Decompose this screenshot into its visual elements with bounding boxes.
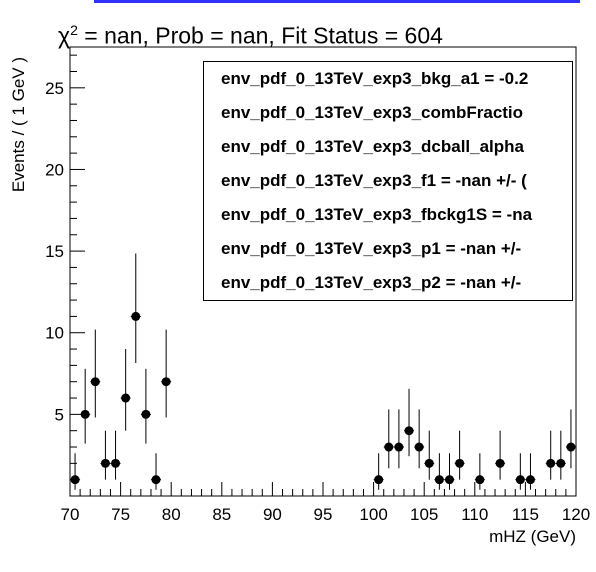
x-tick-label: 115: [512, 505, 539, 524]
data-points: [70, 253, 576, 490]
y-tick-label: 25: [45, 79, 64, 98]
data-point: [70, 453, 81, 490]
y-tick-label: 10: [45, 324, 64, 343]
y-tick-label: 20: [45, 160, 64, 179]
data-point: [161, 329, 172, 418]
param-line-p1: env_pdf_0_13TeV_exp3_p1 = -nan +/-: [221, 239, 522, 258]
y-axis-label: Events / ( 1 GeV ): [9, 57, 28, 192]
data-point: [80, 368, 91, 444]
param-line-dcball-alpha: env_pdf_0_13TeV_exp3_dcball_alpha: [221, 137, 525, 156]
x-tick-label: 110: [461, 505, 488, 524]
data-marker: [515, 475, 525, 485]
x-axis-label: mHZ (GeV): [489, 527, 576, 546]
data-point: [383, 409, 394, 469]
data-point: [474, 453, 485, 490]
data-point: [525, 453, 536, 490]
axis-ticks: [69, 54, 577, 496]
data-marker: [546, 458, 556, 468]
param-line-f1: env_pdf_0_13TeV_exp3_f1 = -nan +/- (: [221, 171, 527, 190]
data-marker: [111, 458, 121, 468]
data-point: [424, 430, 435, 480]
data-marker: [100, 458, 110, 468]
data-marker: [384, 442, 394, 452]
data-marker: [80, 409, 90, 419]
data-point: [565, 409, 576, 469]
param-line-combfraction: env_pdf_0_13TeV_exp3_combFractio: [221, 103, 524, 122]
data-point: [140, 368, 151, 444]
param-line-fbckg1s: env_pdf_0_13TeV_exp3_fbckg1S = -na: [221, 205, 533, 224]
x-tick-label: 75: [111, 505, 130, 524]
data-marker: [161, 377, 171, 387]
x-tick-label: 105: [410, 505, 438, 524]
data-point: [130, 253, 141, 363]
fit-title: χ2 = nan, Prob = nan, Fit Status = 604: [58, 22, 443, 50]
x-tick-label: 90: [263, 505, 282, 524]
data-marker: [525, 475, 535, 485]
x-tick-label: 95: [314, 505, 333, 524]
data-point: [495, 430, 506, 480]
data-marker: [414, 442, 424, 452]
data-marker: [131, 311, 141, 321]
data-point: [100, 430, 111, 480]
x-tick-label: 100: [359, 505, 387, 524]
data-marker: [556, 458, 566, 468]
data-marker: [424, 458, 434, 468]
data-point: [454, 430, 465, 480]
data-marker: [141, 409, 151, 419]
data-marker: [151, 475, 161, 485]
x-tick-label: 85: [212, 505, 231, 524]
data-marker: [566, 442, 576, 452]
top-color-bar: [94, 0, 580, 3]
data-point: [545, 430, 556, 480]
data-marker: [90, 377, 100, 387]
data-marker: [495, 458, 505, 468]
data-point: [414, 409, 425, 469]
chi-exponent: 2: [70, 22, 78, 38]
data-point: [393, 409, 404, 469]
data-point: [110, 430, 121, 480]
y-tick-label: 5: [55, 405, 64, 424]
data-point: [90, 329, 101, 418]
data-marker: [445, 475, 454, 485]
data-point: [151, 453, 162, 490]
x-tick-label: 80: [162, 505, 181, 524]
data-marker: [404, 426, 414, 436]
param-line-bkg-a1: env_pdf_0_13TeV_exp3_bkg_a1 = -0.2: [221, 69, 529, 88]
data-point: [515, 453, 526, 490]
x-tick-label: 120: [562, 505, 590, 524]
fit-title-text: = nan, Prob = nan, Fit Status = 604: [77, 22, 443, 49]
data-marker: [70, 475, 80, 485]
data-marker: [121, 393, 131, 403]
data-marker: [455, 458, 465, 468]
chi-symbol: χ: [58, 22, 71, 49]
data-point: [434, 453, 445, 490]
param-line-p2: env_pdf_0_13TeV_exp3_p2 = -nan +/-: [221, 273, 522, 292]
tick-labels: 70 75 80 85 90 95 100 105 110 115 120 5 10 15 20 25: [45, 79, 590, 524]
data-point: [444, 453, 455, 490]
data-marker: [475, 475, 485, 485]
x-tick-label: 70: [61, 505, 80, 524]
fit-parameters-box: env_pdf_0_13TeV_exp3_bkg_a1 = -0.2 env_p…: [203, 61, 573, 301]
y-tick-label: 15: [45, 242, 64, 261]
data-point: [120, 349, 131, 431]
data-point: [555, 430, 566, 480]
data-marker: [434, 475, 444, 485]
data-marker: [394, 442, 404, 452]
data-point: [404, 388, 415, 457]
data-marker: [374, 475, 384, 485]
data-point: [373, 453, 384, 490]
